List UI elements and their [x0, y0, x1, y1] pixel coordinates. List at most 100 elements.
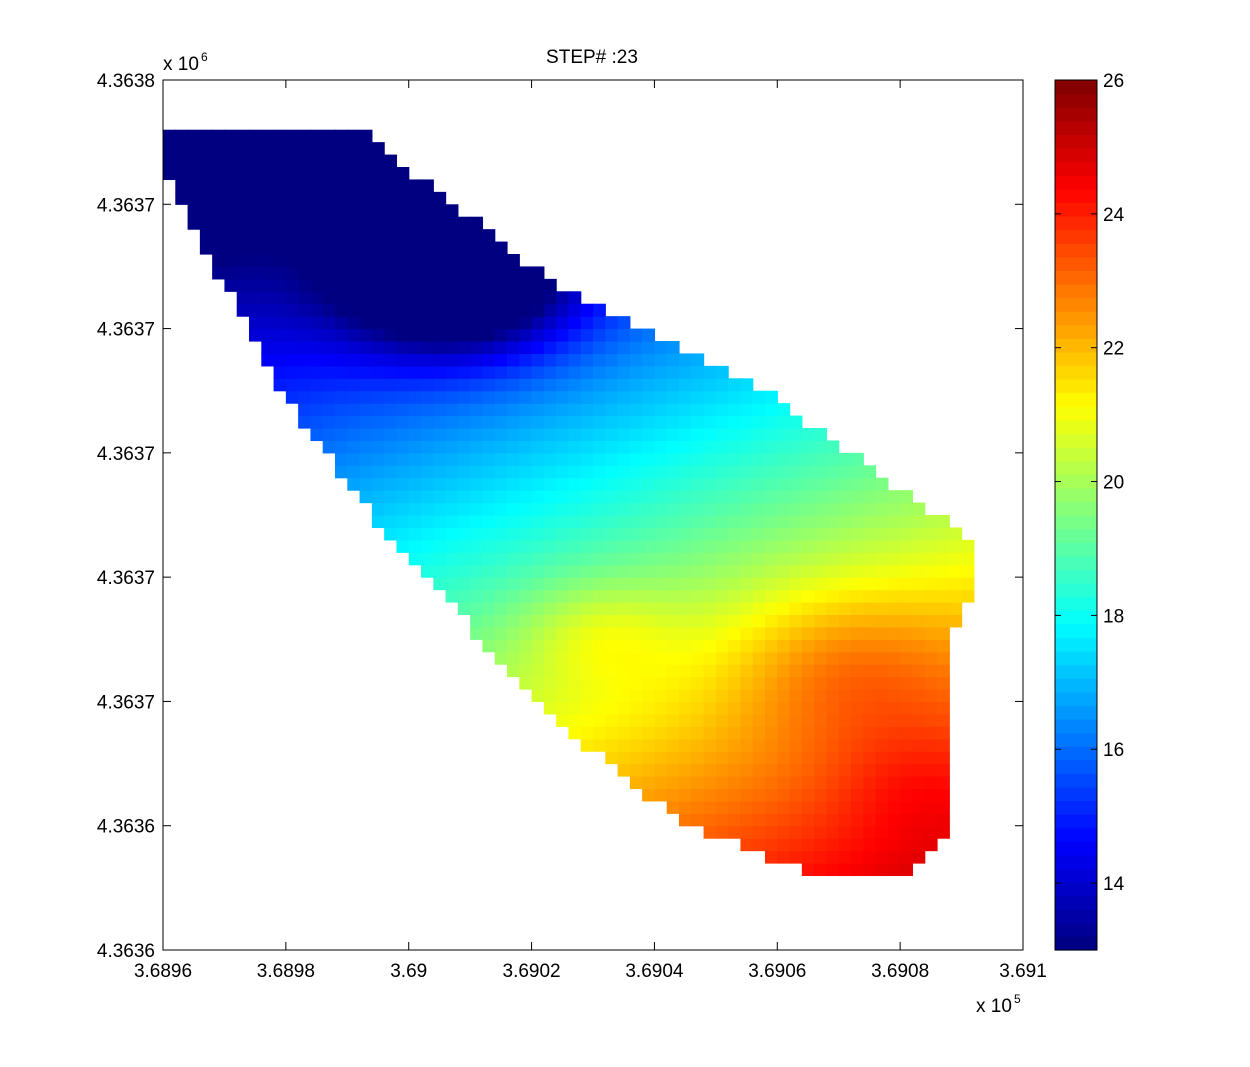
- heatmap-cell: [445, 341, 459, 355]
- heatmap-cell: [851, 813, 864, 827]
- heatmap-cell: [470, 515, 484, 529]
- heatmap-cell: [728, 428, 742, 442]
- heatmap-cell: [457, 452, 471, 466]
- colorbar-band: [1055, 909, 1097, 924]
- heatmap-cell: [838, 788, 852, 802]
- heatmap-cell: [875, 800, 889, 814]
- heatmap-cell: [310, 204, 324, 218]
- heatmap-cell: [494, 589, 508, 603]
- heatmap-cell: [359, 129, 373, 143]
- heatmap-cell: [335, 440, 348, 454]
- heatmap-cell: [666, 763, 680, 777]
- heatmap-cell: [801, 800, 815, 814]
- heatmap-cell: [937, 539, 950, 553]
- heatmap-cell: [482, 254, 496, 268]
- heatmap-cell: [605, 639, 619, 653]
- heatmap-cell: [359, 365, 373, 379]
- heatmap-cell: [384, 365, 398, 379]
- heatmap-cell: [703, 378, 717, 392]
- heatmap-cell: [531, 527, 545, 541]
- heatmap-cell: [482, 229, 496, 243]
- heatmap-cell: [445, 328, 459, 342]
- heatmap-cell: [703, 552, 717, 566]
- heatmap-cell: [814, 527, 828, 541]
- heatmap-cell: [679, 664, 692, 678]
- heatmap-cell: [789, 452, 803, 466]
- heatmap-cell: [568, 664, 582, 678]
- heatmap-cell: [273, 266, 287, 280]
- heatmap-cell: [285, 341, 299, 355]
- heatmap-cell: [322, 229, 336, 243]
- heatmap-cell: [482, 278, 496, 292]
- heatmap-cell: [298, 278, 312, 292]
- heatmap-cell: [715, 365, 729, 379]
- heatmap-cell: [924, 664, 938, 678]
- heatmap-cell: [322, 167, 336, 181]
- heatmap-cell: [433, 328, 447, 342]
- heatmap-cell: [617, 626, 631, 640]
- heatmap-cell: [433, 539, 447, 553]
- heatmap-cell: [199, 191, 213, 205]
- heatmap-cell: [593, 403, 606, 417]
- heatmap-cell: [937, 602, 950, 616]
- colorbar-band: [1055, 637, 1097, 652]
- heatmap-cell: [421, 552, 434, 566]
- heatmap-cell: [568, 602, 582, 616]
- heatmap-cell: [519, 440, 533, 454]
- heatmap-cell: [826, 515, 840, 529]
- heatmap-cell: [642, 477, 656, 491]
- heatmap-cell: [556, 689, 570, 703]
- heatmap-cell: [359, 179, 373, 193]
- heatmap-cell: [715, 440, 729, 454]
- heatmap-cell: [924, 527, 938, 541]
- heatmap-cell: [531, 390, 545, 404]
- heatmap-cell: [335, 328, 348, 342]
- heatmap-cell: [605, 440, 619, 454]
- heatmap-cell: [445, 552, 459, 566]
- heatmap-cell: [789, 751, 803, 765]
- heatmap-cell: [580, 527, 594, 541]
- heatmap-cell: [875, 738, 889, 752]
- x-tick-label: 3.6904: [625, 961, 684, 982]
- heatmap-cell: [789, 639, 803, 653]
- heatmap-cell: [531, 651, 545, 665]
- heatmap-cell: [801, 813, 815, 827]
- heatmap-cell: [519, 266, 533, 280]
- heatmap-cell: [519, 676, 533, 690]
- heatmap-cell: [715, 477, 729, 491]
- colorbar-band: [1055, 365, 1097, 380]
- heatmap-cell: [728, 726, 742, 740]
- heatmap-cell: [703, 365, 717, 379]
- heatmap-cell: [789, 776, 803, 790]
- heatmap-cell: [470, 428, 484, 442]
- heatmap-cell: [777, 415, 791, 429]
- heatmap-cell: [593, 602, 606, 616]
- heatmap-cell: [752, 788, 766, 802]
- heatmap-cell: [863, 689, 877, 703]
- heatmap-cell: [765, 440, 778, 454]
- heatmap-cell: [359, 465, 373, 479]
- heatmap-cell: [531, 589, 545, 603]
- heatmap-cell: [654, 539, 668, 553]
- heatmap-cell: [482, 614, 496, 628]
- heatmap-cell: [347, 254, 361, 268]
- heatmap-cell: [875, 577, 889, 591]
- heatmap-cell: [703, 825, 717, 839]
- heatmap-cell: [875, 713, 889, 727]
- heatmap-cell: [568, 689, 582, 703]
- heatmap-cell: [851, 676, 864, 690]
- heatmap-cell: [494, 254, 508, 268]
- heatmap-cell: [752, 751, 766, 765]
- heatmap-cell: [273, 378, 287, 392]
- heatmap-cell: [740, 378, 754, 392]
- heatmap-cell: [900, 602, 914, 616]
- heatmap-cell: [654, 353, 668, 367]
- heatmap-cell: [519, 577, 533, 591]
- colorbar-band: [1055, 134, 1097, 149]
- heatmap-cell: [249, 241, 262, 255]
- heatmap-cell: [249, 179, 262, 193]
- heatmap-cell: [826, 639, 840, 653]
- heatmap-cell: [507, 291, 520, 305]
- heatmap-cell: [814, 838, 828, 852]
- heatmap-cell: [863, 676, 877, 690]
